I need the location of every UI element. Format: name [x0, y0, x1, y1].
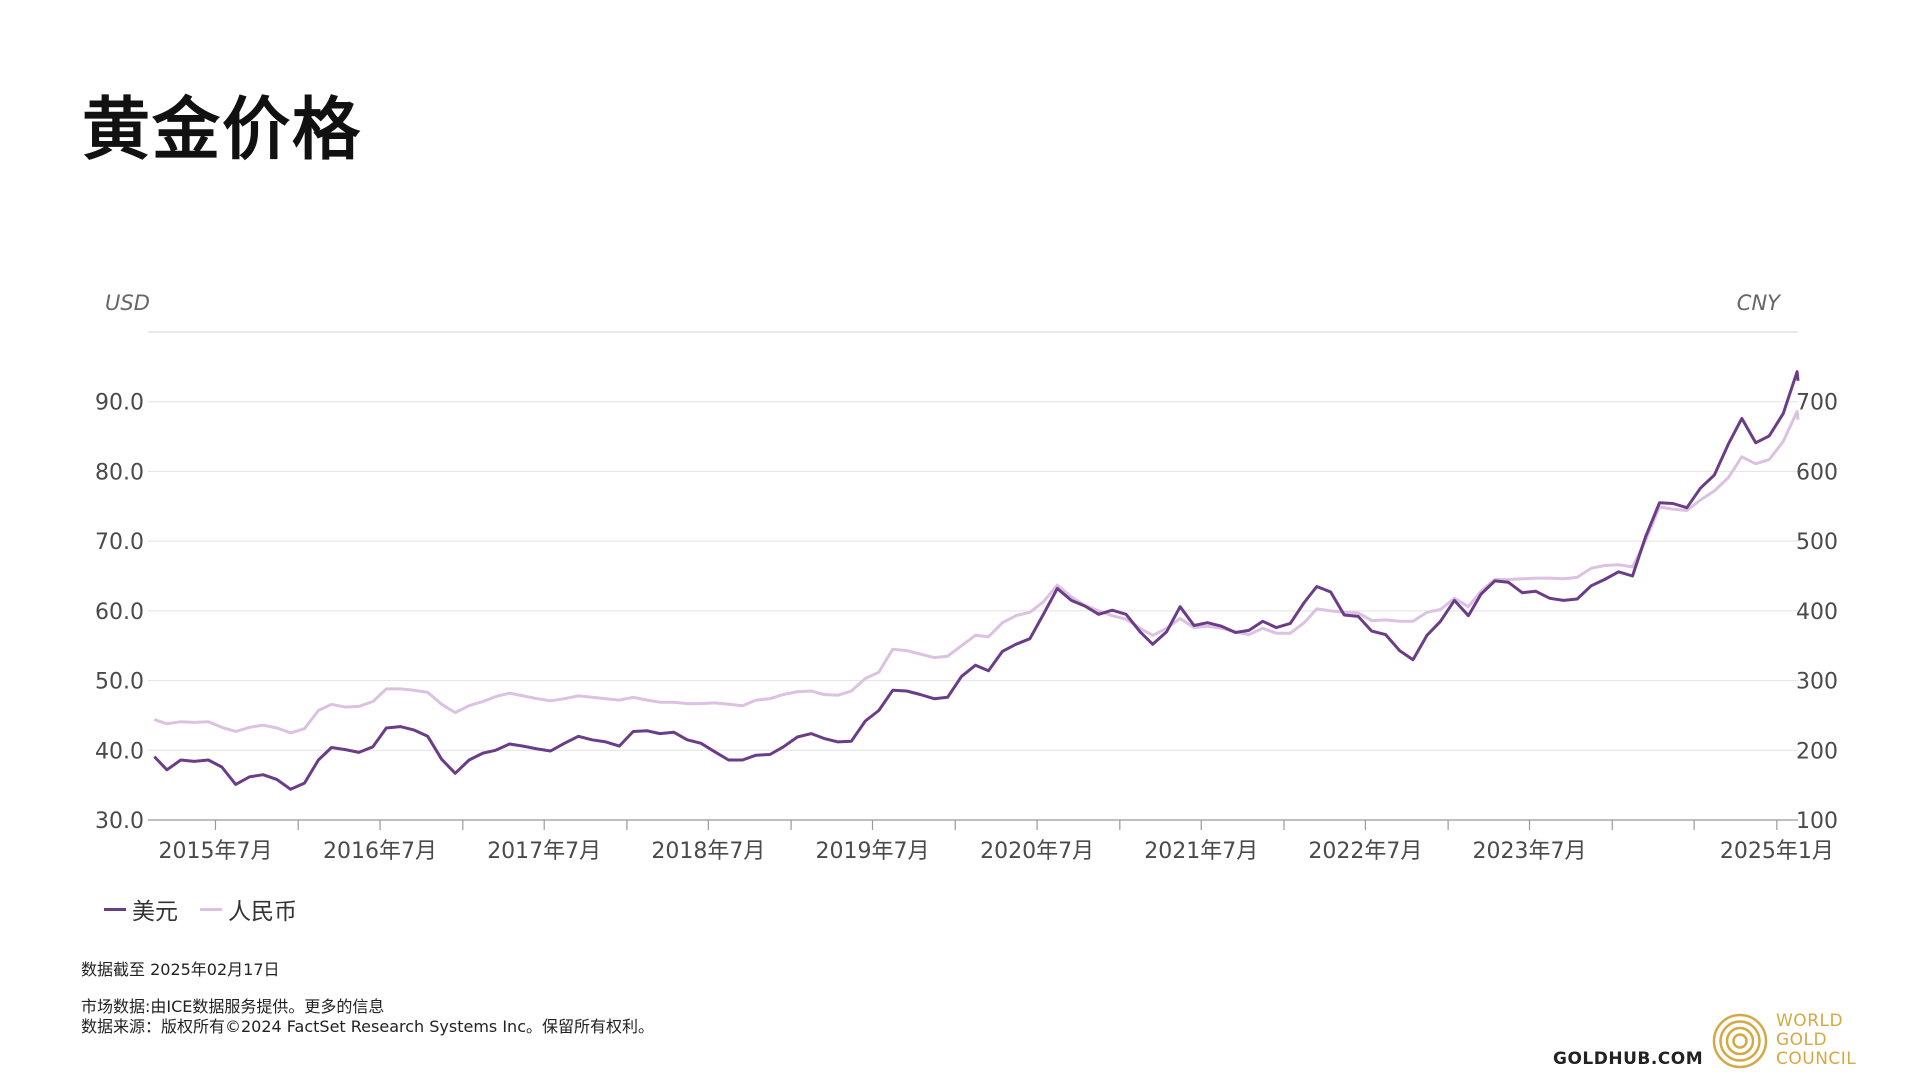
x-tick-label: 2015年7月: [158, 839, 272, 864]
gridlines: [148, 331, 1798, 751]
brand-line-3: COUNCIL: [1776, 1049, 1857, 1069]
right-tick-label: 300: [1796, 670, 1838, 695]
x-tick-label: 2016年7月: [323, 839, 437, 864]
legend-item-usd: 美元: [104, 892, 178, 926]
right-tick-label: 500: [1796, 530, 1838, 555]
brand-line-2: GOLD: [1776, 1030, 1828, 1050]
page-title: 黄金价格: [82, 91, 363, 170]
x-tick-label: 2020年7月: [980, 839, 1094, 864]
right-tick-label: 100: [1796, 809, 1838, 834]
left-tick-label: 50.0: [95, 670, 144, 695]
x-tick-label: 2017年7月: [487, 839, 601, 864]
x-tick-label: 2025年1月: [1720, 839, 1834, 864]
left-tick-label: 40.0: [95, 739, 144, 764]
legend-swatch-cny: [200, 907, 222, 911]
usd-series-line: [153, 370, 1800, 791]
right-tick-label: 400: [1796, 600, 1838, 625]
right-tick-label: 200: [1796, 739, 1838, 764]
source-note-line-1: 市场数据:由ICE数据服务提供。更多的信息: [81, 997, 385, 1016]
right-tick-label: 700: [1796, 391, 1838, 416]
x-tick-label: 2019年7月: [815, 839, 929, 864]
legend-label-usd: 美元: [132, 899, 178, 925]
left-axis-unit: USD: [105, 291, 150, 315]
left-tick-label: 70.0: [95, 530, 144, 555]
brand-line-1: WORLD: [1776, 1011, 1844, 1031]
goldhub-link[interactable]: GOLDHUB.COM: [1553, 1049, 1704, 1069]
source-note-line-2: 数据来源：版权所有©2024 FactSet Research Systems …: [81, 1017, 654, 1036]
data-date-note: 数据截至 2025年02月17日: [81, 960, 280, 979]
left-tick-label: 60.0: [95, 600, 144, 625]
left-tick-label: 80.0: [95, 460, 144, 485]
world-gold-council-wordmark: WORLD GOLD COUNCIL: [1776, 1012, 1856, 1069]
right-axis-unit: CNY: [1737, 291, 1782, 315]
x-tick-label: 2023年7月: [1473, 839, 1587, 864]
legend-item-cny: 人民币: [200, 892, 297, 926]
cny-series-line: [153, 410, 1800, 735]
x-tick-label: 2022年7月: [1308, 839, 1422, 864]
left-tick-label: 90.0: [95, 391, 144, 416]
series-lines: [153, 370, 1800, 791]
axes: 30.0 40.0 50.0 60.0 70.0 80.0 90.0 100 200 300 400…: [95, 391, 1838, 864]
x-tick-label: 2021年7月: [1144, 839, 1258, 864]
left-tick-label: 30.0: [95, 809, 144, 834]
world-gold-council-logo: WORLD GOLD COUNCIL: [1712, 1012, 1856, 1069]
legend: 美元 人民币: [104, 892, 297, 926]
x-tick-label: 2018年7月: [651, 839, 765, 864]
legend-label-cny: 人民币: [228, 899, 297, 925]
legend-swatch-usd: [104, 907, 126, 911]
gold-rings-icon: [1712, 1013, 1768, 1068]
right-tick-label: 600: [1796, 460, 1838, 485]
